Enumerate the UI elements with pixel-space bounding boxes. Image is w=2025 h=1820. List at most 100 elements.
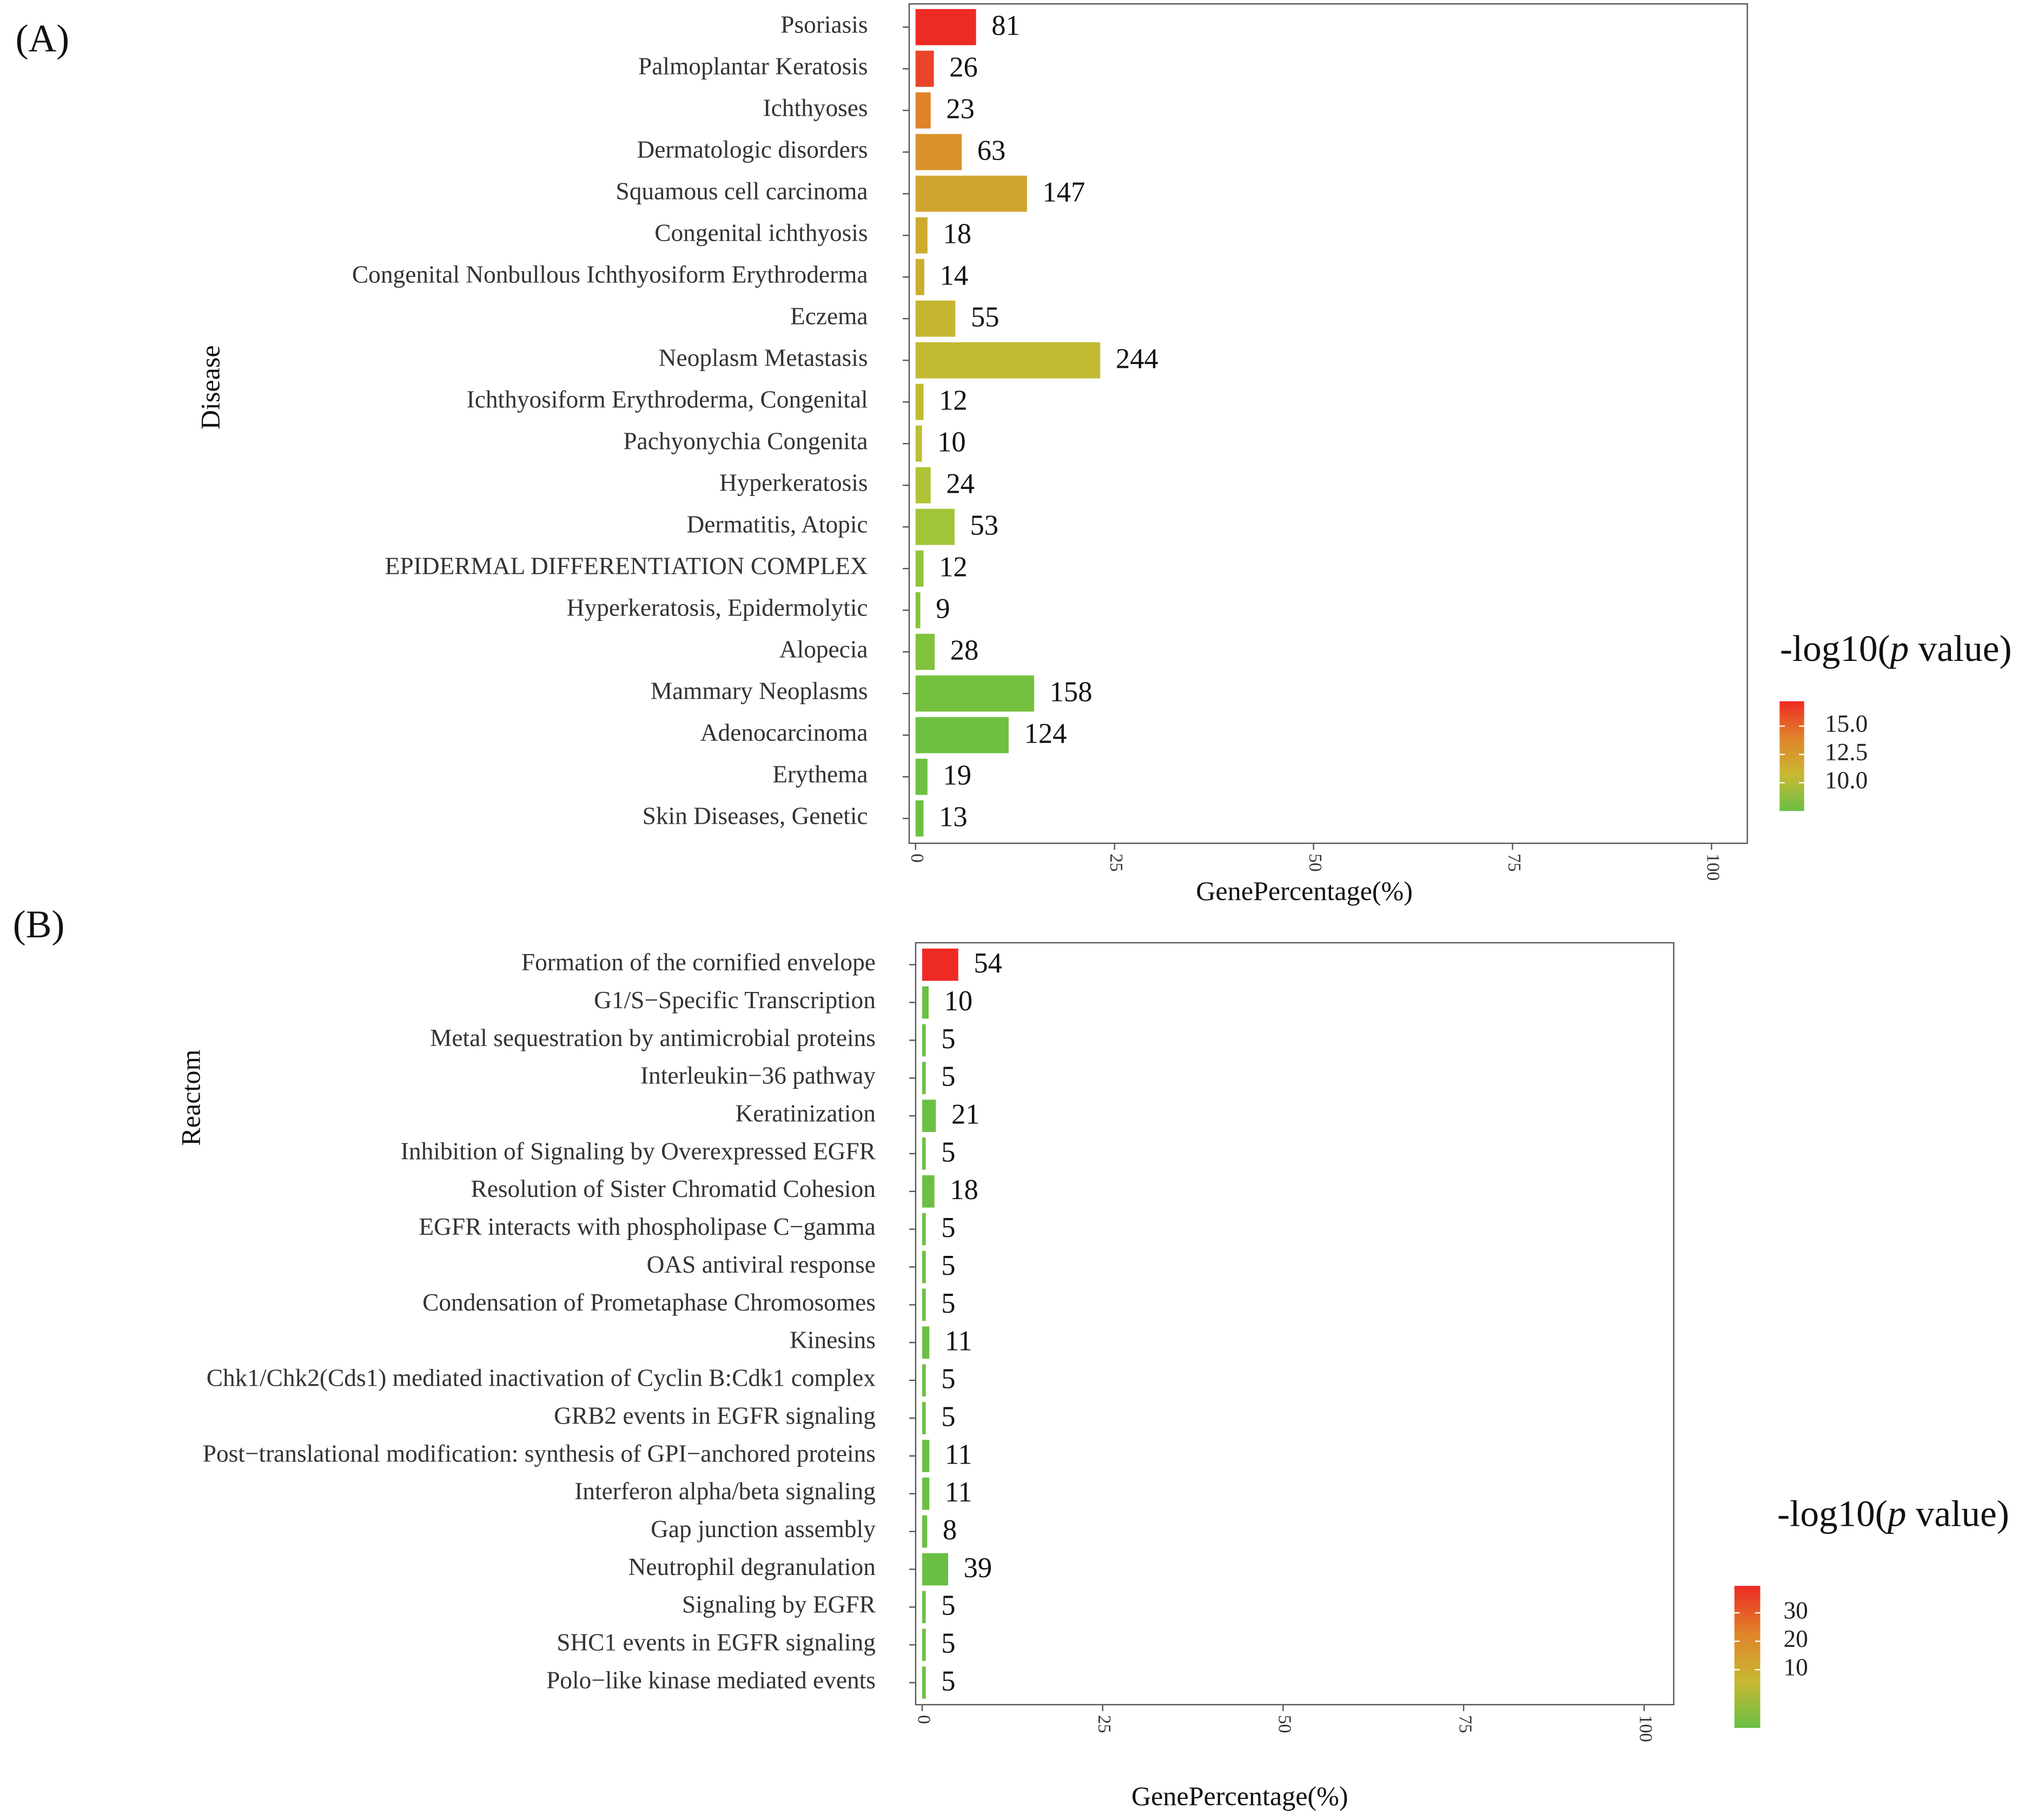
category-label: Interferon alpha/beta signaling <box>574 1478 876 1505</box>
category-label: Skin Diseases, Genetic <box>643 803 868 830</box>
category-label: Formation of the cornified envelope <box>521 949 876 976</box>
x-tick-label: 0 <box>907 853 927 863</box>
gene-count-label: 28 <box>950 635 979 666</box>
gene-count-label: 12 <box>939 385 968 416</box>
bar <box>915 758 928 795</box>
plot-frame <box>908 3 1748 844</box>
category-label: Ichthyoses <box>763 95 868 122</box>
category-label: Squamous cell carcinoma <box>616 178 868 205</box>
bar <box>922 1364 926 1397</box>
bar <box>915 508 955 545</box>
category-label: Metal sequestration by antimicrobial pro… <box>430 1024 876 1051</box>
gene-count-label: 5 <box>941 1136 955 1168</box>
gene-count-label: 124 <box>1024 718 1067 750</box>
bar <box>915 9 976 45</box>
bar <box>915 300 956 337</box>
y-axis-label: Reactom <box>176 1049 206 1146</box>
bar <box>922 1515 928 1548</box>
gene-count-label: 10 <box>937 427 966 458</box>
gene-count-label: 8 <box>943 1514 957 1546</box>
bar <box>922 1288 926 1321</box>
bar <box>915 717 1009 753</box>
colorbar-tick-label: 12.5 <box>1825 738 1868 765</box>
bar <box>922 1213 926 1246</box>
bar <box>922 1062 926 1095</box>
gene-count-label: 19 <box>943 760 971 791</box>
gene-count-label: 26 <box>949 52 978 83</box>
category-label: SHC1 events in EGFR signaling <box>557 1629 876 1656</box>
bar <box>915 675 1035 712</box>
category-label: EGFR interacts with phospholipase C−gamm… <box>419 1213 875 1240</box>
category-label: Chk1/Chk2(Cds1) mediated inactivation of… <box>207 1365 876 1392</box>
bar <box>915 175 1027 212</box>
bar <box>915 425 922 462</box>
colorbar <box>1779 701 1804 811</box>
bar <box>915 592 921 628</box>
gene-count-label: 244 <box>1116 343 1159 375</box>
bar <box>915 134 962 170</box>
gene-count-label: 81 <box>991 10 1020 42</box>
bar <box>922 1629 926 1662</box>
bar <box>922 1440 930 1472</box>
bar <box>915 800 924 837</box>
category-label: Signaling by EGFR <box>682 1591 876 1618</box>
x-tick-label: 100 <box>1703 853 1723 881</box>
bar <box>915 259 924 295</box>
colorbar-tick-label: 30 <box>1783 1597 1808 1624</box>
gene-count-label: 13 <box>939 802 968 833</box>
legend-title: -log10(p value) <box>1780 627 2012 669</box>
panel-label: (B) <box>13 903 64 946</box>
gene-count-label: 5 <box>941 1250 955 1281</box>
category-label: Ichthyosiform Erythroderma, Congenital <box>467 386 868 413</box>
category-label: Inhibition of Signaling by Overexpressed… <box>401 1137 876 1164</box>
gene-count-label: 23 <box>946 94 975 125</box>
legend-title-part: value) <box>1909 627 2011 669</box>
x-tick-label: 50 <box>1305 853 1325 871</box>
category-label: GRB2 events in EGFR signaling <box>554 1402 876 1429</box>
x-tick-label: 25 <box>1094 1715 1114 1733</box>
bar <box>922 948 958 981</box>
gene-count-label: 24 <box>946 468 975 500</box>
legend-title: -log10(p value) <box>1777 1492 2009 1534</box>
legend-title-part: value) <box>1906 1492 2009 1534</box>
plot-frame <box>915 942 1675 1705</box>
category-label: Dermatitis, Atopic <box>686 511 868 538</box>
gene-count-label: 18 <box>943 219 971 250</box>
bar <box>922 1100 936 1132</box>
x-tick-label: 0 <box>914 1715 934 1724</box>
category-label: Resolution of Sister Chromatid Cohesion <box>471 1175 875 1202</box>
gene-count-label: 18 <box>950 1174 978 1206</box>
category-label: Alopecia <box>779 636 868 663</box>
gene-count-label: 11 <box>945 1326 972 1357</box>
gene-count-label: 5 <box>941 1628 955 1659</box>
category-label: Eczema <box>790 303 868 330</box>
bar <box>915 633 935 670</box>
bar <box>915 383 924 420</box>
bar <box>915 92 931 129</box>
x-tick-label: 100 <box>1636 1715 1656 1742</box>
category-label: Palmoplantar Keratosis <box>638 53 868 80</box>
x-tick-label: 75 <box>1455 1715 1475 1733</box>
gene-count-label: 54 <box>974 948 1002 979</box>
colorbar-tick-label: 20 <box>1783 1625 1808 1652</box>
colorbar <box>1734 1586 1761 1728</box>
bar <box>915 50 934 87</box>
gene-count-label: 21 <box>951 1099 980 1130</box>
x-tick-label: 50 <box>1275 1715 1295 1733</box>
category-label: OAS antiviral response <box>647 1251 876 1278</box>
category-label: Erythema <box>772 761 868 788</box>
colorbar-tick-label: 10.0 <box>1825 767 1868 794</box>
bar <box>922 986 929 1019</box>
gene-count-label: 53 <box>970 510 999 541</box>
bar <box>922 1326 930 1359</box>
gene-count-label: 11 <box>945 1477 972 1508</box>
x-axis-label: GenePercentage(%) <box>1131 1781 1348 1811</box>
category-label: Congenital ichthyosis <box>654 220 868 247</box>
bar <box>915 342 1101 379</box>
gene-count-label: 5 <box>941 1288 955 1319</box>
legend-title-part: p <box>1885 1492 1907 1534</box>
category-label: Dermatologic disorders <box>637 136 868 163</box>
category-label: Psoriasis <box>780 11 868 38</box>
gene-count-label: 9 <box>936 593 950 625</box>
